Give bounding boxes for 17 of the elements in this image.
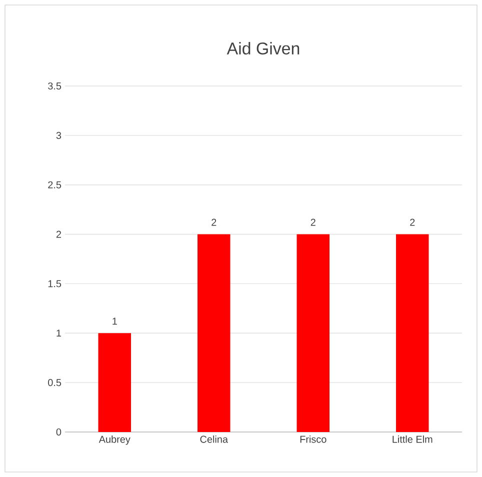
chart-title: Aid Given [226,42,300,54]
y-tick-label: 0.5 [48,379,62,386]
y-tick-label: 1 [56,330,62,337]
x-tick-label: Frisco [300,436,326,443]
y-tick-label: 1.5 [48,280,62,288]
x-tick-label: Little Elm [392,436,432,443]
x-tick-label: Aubrey [98,436,130,445]
y-tick-label: 0 [56,428,62,436]
data-label: 2 [310,218,316,226]
data-label: 2 [410,218,415,226]
x-tick-label: Celina [200,436,228,443]
data-label: 2 [212,218,216,226]
y-tick-label: 2.5 [48,181,62,188]
data-label: 1 [112,318,117,325]
y-tick-label: 2 [56,230,61,238]
y-tick-label: 3.5 [48,82,62,90]
y-tick-label: 3 [56,132,62,139]
